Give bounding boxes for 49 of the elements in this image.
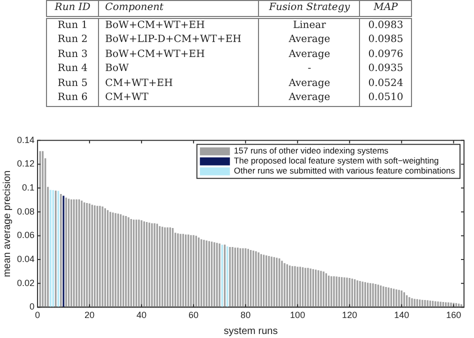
- x-tick-label: 20: [84, 310, 95, 320]
- text: Average: [258, 76, 360, 91]
- y-tick-label: 0.06: [16, 230, 35, 240]
- text: 0.0976: [360, 48, 412, 62]
- text: MAP: [360, 0, 412, 17]
- text: Run 4: [46, 62, 99, 76]
- text: CM+WT+EH: [98, 76, 259, 91]
- x-tick-label: 140: [394, 310, 410, 320]
- legend-label: Other runs we submitted with various feature combinations: [234, 166, 456, 176]
- text: Fusion Strategy: [258, 0, 360, 17]
- text: Average: [258, 48, 360, 62]
- legend-label: The proposed local feature system with soft−weighting: [234, 156, 439, 166]
- text: CM+WT: [98, 91, 259, 106]
- text: 0.0510: [360, 91, 412, 106]
- x-tick-label: 120: [342, 310, 358, 320]
- text: Average: [258, 33, 360, 48]
- x-tick-label: 100: [290, 310, 306, 320]
- y-tick-label: 0.14: [16, 134, 35, 145]
- text: Run 2: [46, 33, 99, 48]
- x-tick-label: 160: [446, 310, 462, 320]
- y-tick-label: 0: [30, 302, 35, 312]
- x-tick-label: 80: [240, 310, 251, 320]
- x-axis-title: system runs: [224, 326, 278, 337]
- text: BoW+LIP-D+CM+WT+EH: [98, 33, 259, 48]
- text: Average: [258, 91, 360, 106]
- text: Linear: [258, 17, 360, 33]
- y-tick-label: 0.1: [22, 182, 35, 193]
- y-tick-label: 0.02: [16, 278, 35, 288]
- text: -: [258, 62, 360, 76]
- text: Run 3: [46, 48, 99, 62]
- text: Run 1: [46, 17, 99, 33]
- text: 0.0524: [360, 76, 412, 91]
- text: 0.0935: [360, 62, 412, 76]
- text: Run ID: [46, 0, 99, 17]
- y-tick-label: 0.04: [16, 254, 35, 264]
- legend-label: 157 runs of other video indexing systems: [234, 146, 388, 156]
- text: BoW+CM+WT+EH: [98, 48, 259, 62]
- y-tick-label: 0.08: [16, 206, 35, 216]
- text: Run 6: [46, 91, 99, 106]
- y-tick-label: 0.12: [16, 158, 35, 169]
- text: 0.0983: [360, 17, 412, 33]
- x-tick-label: 40: [136, 310, 147, 320]
- y-axis-title: mean average precision: [2, 170, 13, 278]
- text: 0.0985: [360, 33, 412, 48]
- text: BoW+CM+WT+EH: [98, 17, 259, 33]
- text: BoW: [98, 62, 259, 76]
- x-tick-label: 60: [188, 310, 199, 320]
- text: Run 5: [46, 76, 99, 91]
- text: Component: [98, 0, 259, 17]
